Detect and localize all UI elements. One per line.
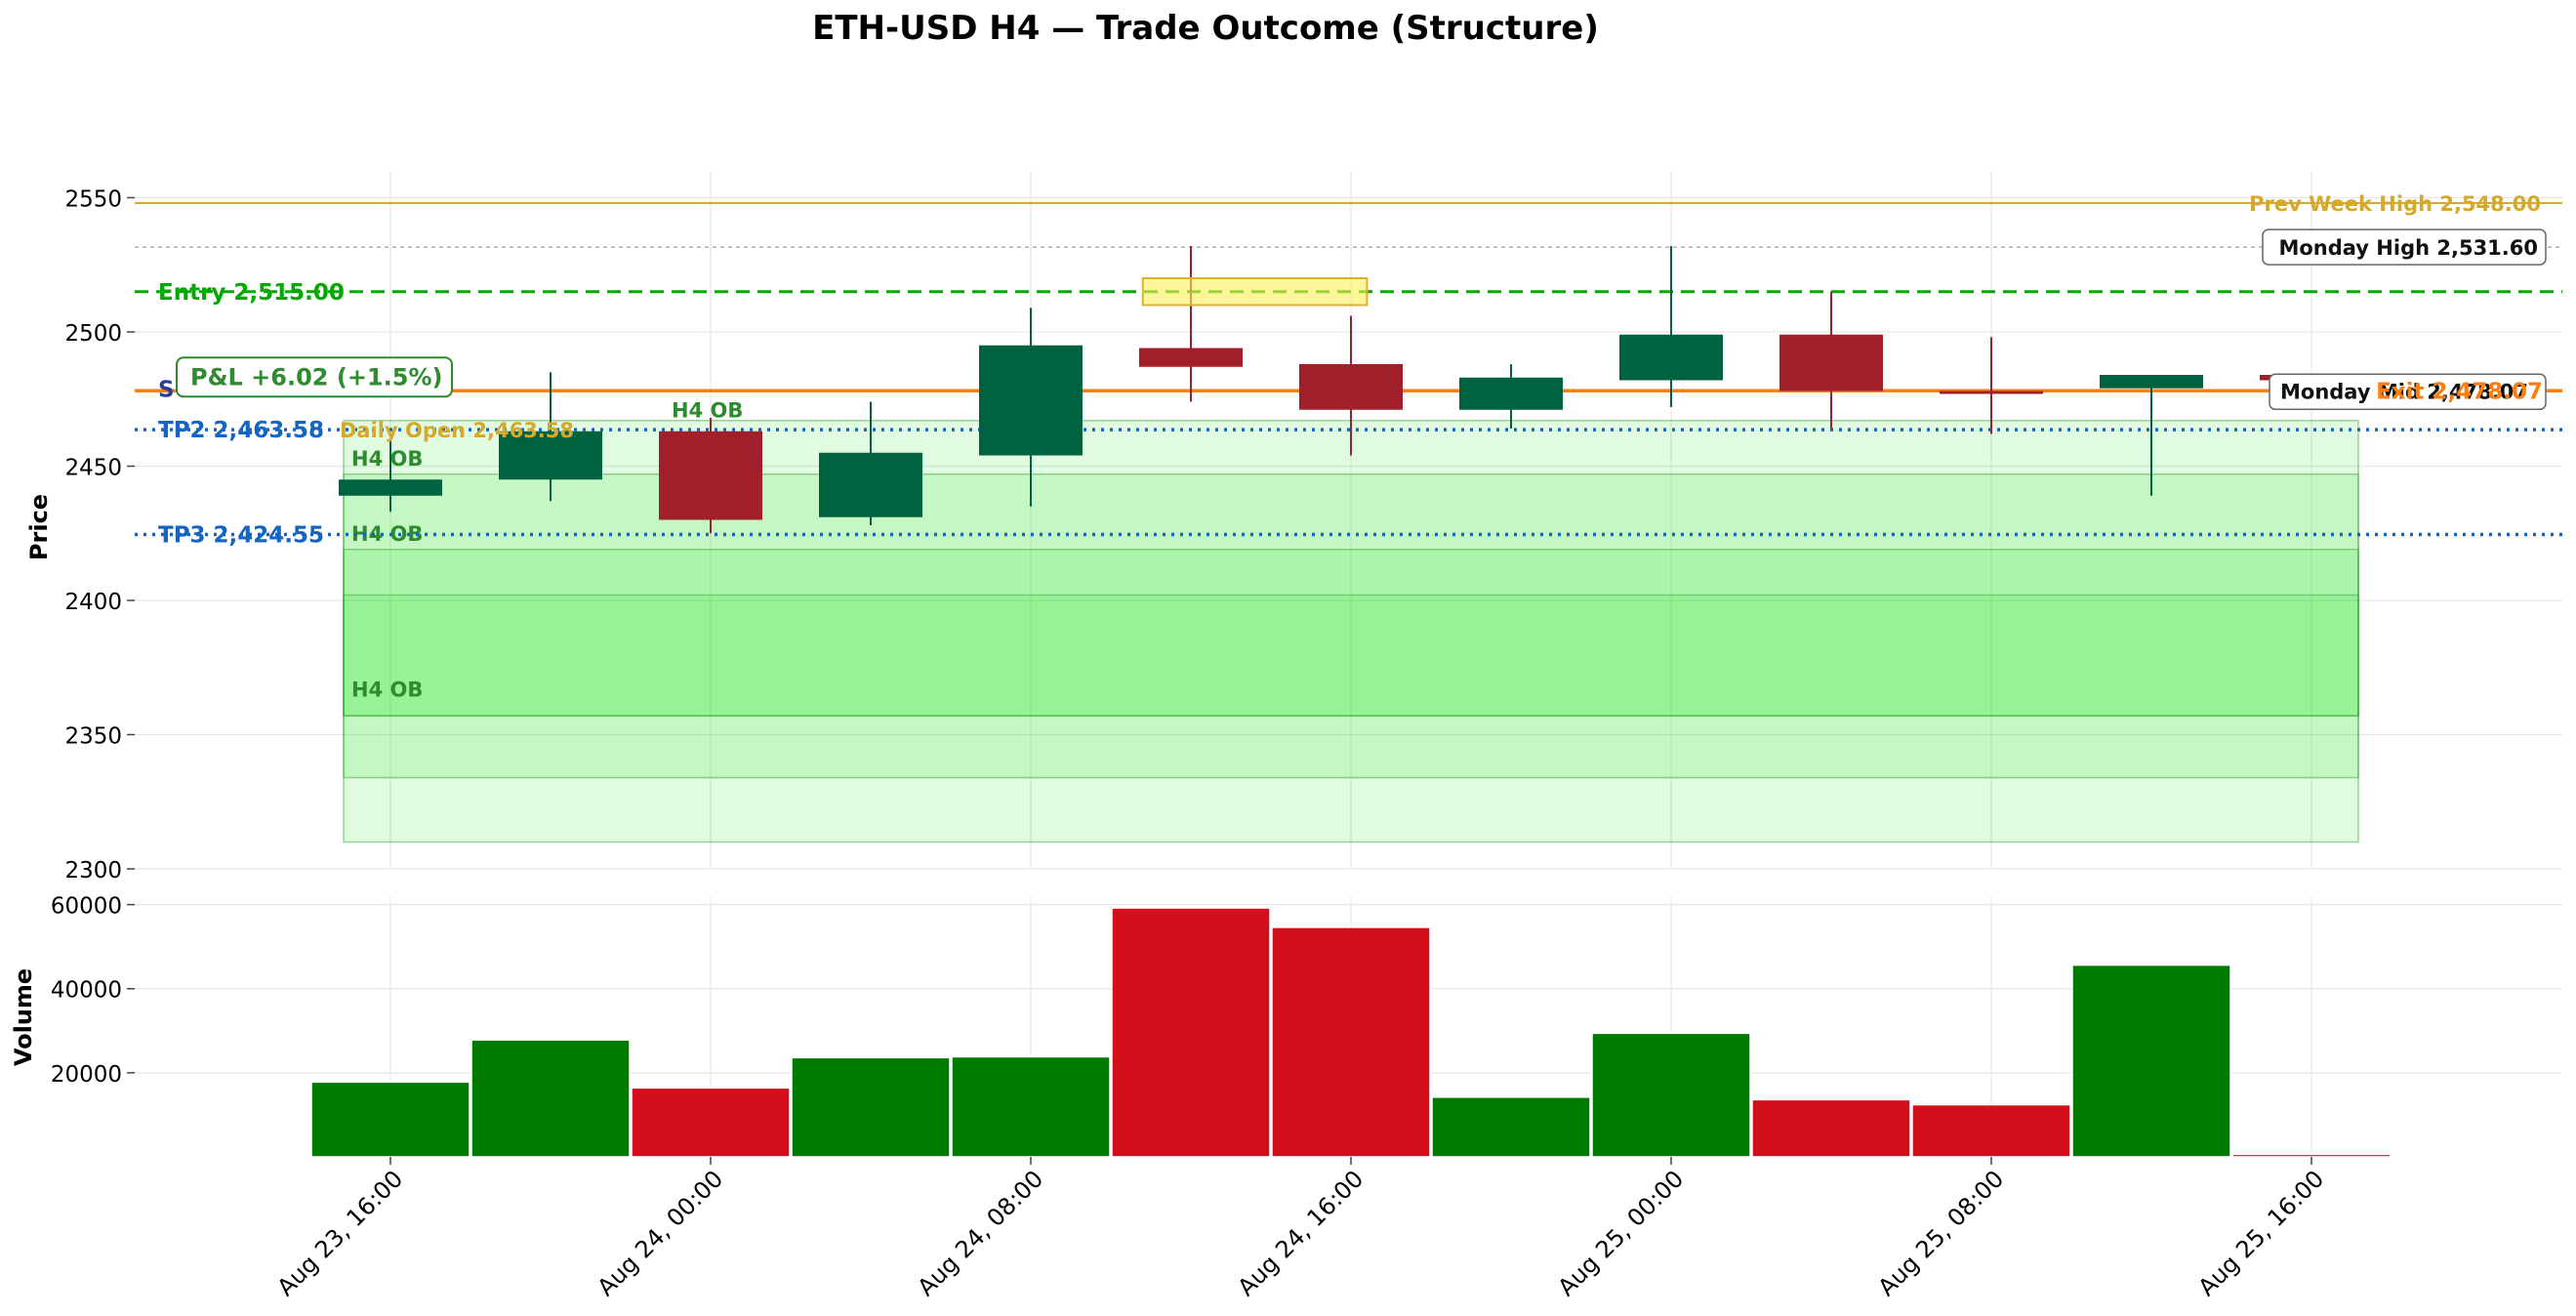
candle-body [819, 452, 922, 517]
candles [339, 246, 2363, 534]
volume-tick-label: 40000 [51, 978, 122, 1004]
order-block-label: H4 OB [351, 679, 423, 702]
volume-bar [2231, 1153, 2392, 1158]
time-tick-label: Aug 25, 16:00 [2193, 1165, 2330, 1301]
volume-axis-label: Volume [10, 968, 37, 1066]
price-axis: 2300 2350 2400 2450 2500 2550 [64, 187, 135, 884]
order-block-zone [343, 594, 2359, 717]
monday-high-label: Monday High 2,531.60 [2278, 236, 2538, 260]
order-block-label: H4 OB [672, 399, 743, 423]
volume-bar [631, 1087, 791, 1158]
time-tick-label: Aug 24, 00:00 [593, 1165, 729, 1301]
start-marker: S [158, 377, 175, 402]
order-block-label: H4 OB [351, 522, 423, 546]
price-panel: H4 OB H4 OB H4 OB H4 OB Entry 2,515.00 TP2 2… [25, 171, 2562, 884]
monday-mid-box [2269, 373, 2547, 411]
volume-bar [1431, 1096, 1591, 1158]
chart-title: ETH-USD H4 — Trade Outcome (Structure) [812, 9, 1599, 48]
price-axis-label: Price [25, 494, 53, 560]
order-block-zone [343, 549, 2359, 779]
candle-body [1619, 334, 1723, 381]
price-tick-label: 2300 [64, 858, 122, 884]
tp3-level-label: TP3 2,424.55 [158, 522, 324, 548]
order-block-label: H4 OB [351, 447, 423, 471]
volume-panel: 20000 40000 60000 Volume [10, 894, 2562, 1158]
volume-bar [310, 1081, 470, 1158]
order-blocks: H4 OB H4 OB H4 OB H4 OB [343, 399, 2359, 843]
volume-bar [1591, 1032, 1751, 1158]
volume-bar [1111, 907, 1271, 1158]
annotations: Entry 2,515.00 TP2 2,463.58 Daily Open 2,4… [158, 192, 2547, 548]
volume-bar [951, 1055, 1111, 1158]
pnl-label: P&L +6.02 (+1.5%) [190, 363, 442, 391]
price-tick-label: 2550 [64, 187, 122, 213]
time-tick-label: Aug 24, 08:00 [913, 1165, 1049, 1301]
time-tick-label: Aug 24, 16:00 [1233, 1165, 1370, 1301]
price-tick-label: 2350 [64, 724, 122, 750]
candle-body [1459, 377, 1563, 410]
entry-level-label: Entry 2,515.00 [158, 280, 345, 306]
price-tick-label: 2500 [64, 321, 122, 347]
volume-bar [791, 1056, 951, 1158]
time-tick-label: Aug 25, 00:00 [1553, 1165, 1690, 1301]
candle-body [499, 431, 602, 480]
price-tick-label: 2450 [64, 456, 122, 481]
candle-body [339, 479, 442, 496]
volume-tick-label: 60000 [51, 894, 122, 920]
pnl-box [176, 356, 453, 398]
candle-body [1139, 348, 1243, 367]
daily-open-label: Daily Open 2,463.58 [340, 419, 574, 442]
candle-body [1940, 391, 2043, 394]
volume-bar [1911, 1103, 2071, 1158]
prev-week-high-label: Prev Week High 2,548.00 [2249, 192, 2541, 216]
monday-high-box [2262, 228, 2547, 266]
candle-body [1779, 334, 1883, 391]
volume-tick-label: 20000 [51, 1062, 122, 1088]
volume-bar [470, 1039, 631, 1158]
volume-axis: 20000 40000 60000 [51, 894, 135, 1088]
time-axis: Aug 23, 16:00 Aug 24, 00:00 Aug 24, 08:00 A… [272, 1157, 2330, 1301]
entry-zone-box [1141, 277, 1369, 307]
time-tick-label: Aug 23, 16:00 [272, 1165, 409, 1301]
volume-bar [1271, 926, 1431, 1158]
tp2-level-label: TP2 2,463.58 [158, 418, 324, 443]
volume-bars [310, 907, 2392, 1158]
candle-body [979, 345, 1083, 456]
candle-body [1299, 364, 1403, 410]
volume-bar [1751, 1098, 1911, 1158]
exit-level-label: Exit 2,478.07 [2376, 379, 2543, 404]
candle-body [2100, 375, 2203, 389]
price-tick-label: 2400 [64, 590, 122, 615]
candle-body [659, 431, 762, 520]
volume-bar [2071, 964, 2231, 1158]
monday-mid-label: Monday Mid 2,478.07 [2280, 380, 2528, 403]
time-tick-label: Aug 25, 08:00 [1873, 1165, 2010, 1301]
